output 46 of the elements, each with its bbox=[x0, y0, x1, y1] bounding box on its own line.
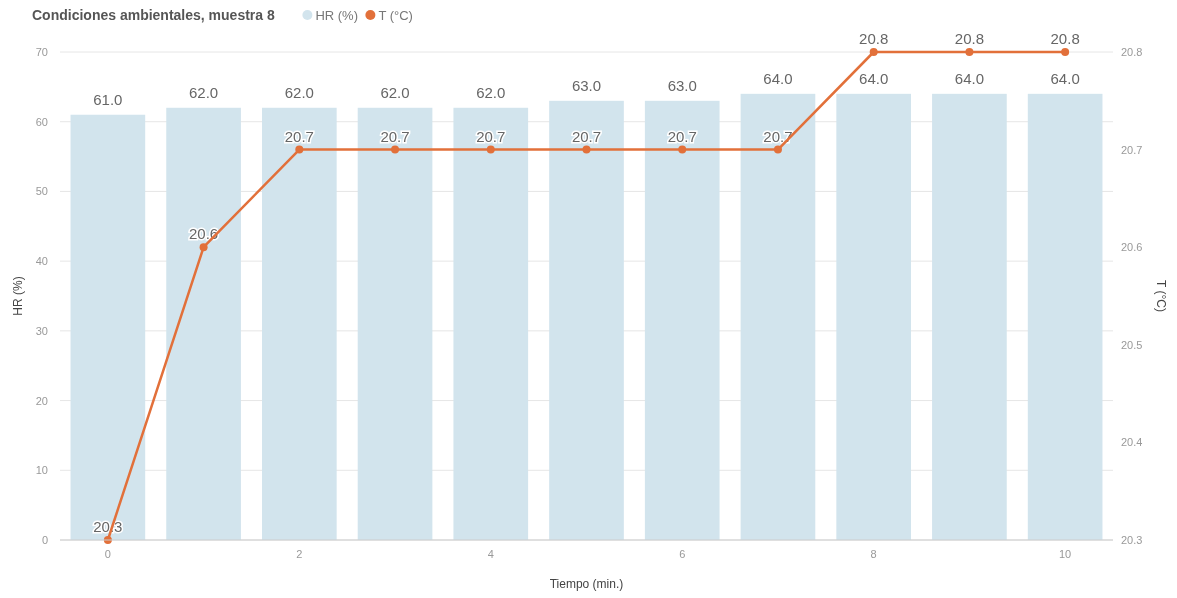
data-label: 64.0 bbox=[1050, 69, 1080, 87]
y-tick-label: 50 bbox=[35, 185, 48, 198]
x-tick-label: 10 bbox=[1059, 548, 1072, 560]
y2-tick-label: 20.4 bbox=[1121, 436, 1143, 449]
y-tick-label: 60 bbox=[35, 115, 48, 128]
chart-title: Condiciones ambientales, muestra 8 bbox=[32, 7, 275, 23]
y-tick-label: 40 bbox=[35, 255, 48, 268]
data-label: 64.0 bbox=[763, 69, 793, 87]
legend-label: HR (%) bbox=[315, 8, 359, 23]
data-label: 20.8 bbox=[859, 30, 889, 47]
data-label: 63.0 bbox=[571, 76, 602, 94]
x-tick-label: 8 bbox=[870, 548, 877, 560]
data-label: 20.7 bbox=[571, 127, 602, 145]
data-label: 20.7 bbox=[284, 127, 314, 145]
x-tick-label: 0 bbox=[104, 548, 111, 560]
data-label: 20.7 bbox=[667, 127, 697, 145]
y-tick-label: 0 bbox=[41, 534, 48, 546]
data-label: 63.0 bbox=[667, 76, 697, 94]
x-tick-label: 6 bbox=[679, 548, 686, 560]
y2-tick-label: 20.5 bbox=[1121, 338, 1143, 351]
data-label: 20.8 bbox=[1050, 30, 1080, 47]
data-label: 64.0 bbox=[859, 69, 889, 87]
data-label: 20.8 bbox=[954, 30, 985, 47]
data-label: 61.0 bbox=[93, 90, 123, 108]
y2-tick-label: 20.6 bbox=[1121, 241, 1143, 254]
x-axis-title: Tiempo (min.) bbox=[549, 577, 624, 591]
y-tick-label: 10 bbox=[35, 464, 48, 477]
y-axis-title: HR (%) bbox=[11, 276, 25, 316]
data-label: 62.0 bbox=[284, 83, 314, 101]
y-tick-label: 70 bbox=[35, 46, 48, 58]
y-tick-label: 30 bbox=[35, 324, 48, 337]
data-label: 62.0 bbox=[188, 83, 219, 101]
data-label: 62.0 bbox=[380, 83, 410, 101]
y2-tick-label: 20.8 bbox=[1121, 46, 1143, 58]
data-label: 20.7 bbox=[476, 127, 506, 145]
data-label: 62.0 bbox=[476, 83, 506, 101]
data-label: 64.0 bbox=[954, 69, 985, 87]
y2-tick-label: 20.7 bbox=[1121, 143, 1143, 156]
y-tick-label: 20 bbox=[35, 394, 48, 407]
x-tick-label: 2 bbox=[296, 548, 303, 560]
data-label: 20.6 bbox=[188, 225, 219, 243]
y2-tick-label: 20.3 bbox=[1121, 534, 1143, 546]
data-label: 20.7 bbox=[380, 127, 410, 145]
x-tick-label: 4 bbox=[487, 548, 494, 560]
legend-label: T (°C) bbox=[378, 8, 413, 23]
y2-axis-title: T (°C) bbox=[1154, 280, 1168, 312]
